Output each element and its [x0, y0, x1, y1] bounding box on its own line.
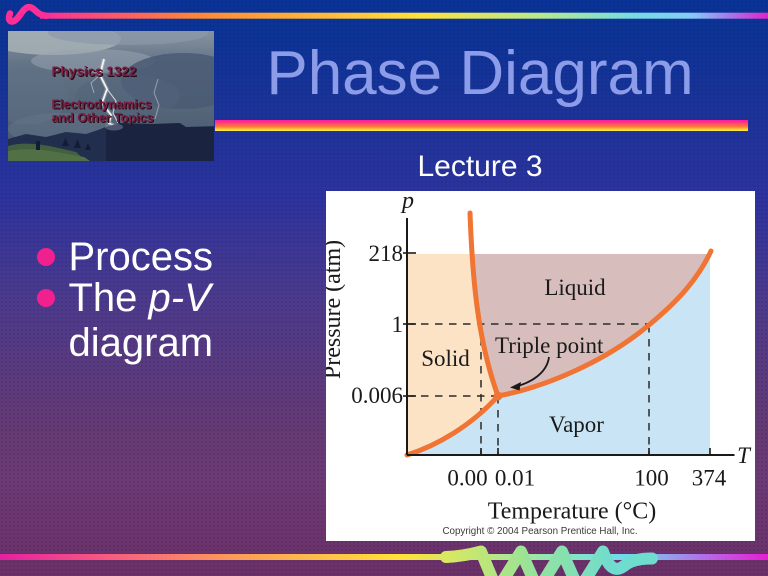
svg-text:Physics 1322: Physics 1322 — [52, 64, 137, 79]
svg-text:p: p — [400, 191, 414, 214]
svg-text:Solid: Solid — [421, 346, 470, 371]
svg-text:Copyright © 2004 Pearson Prent: Copyright © 2004 Pearson Prentice Hall, … — [442, 526, 637, 537]
svg-text:Triple point: Triple point — [495, 333, 604, 358]
svg-text:1: 1 — [392, 312, 404, 337]
svg-text:100: 100 — [634, 466, 669, 491]
svg-text:218: 218 — [369, 241, 404, 266]
svg-text:T: T — [737, 443, 752, 468]
svg-text:Pressure (atm): Pressure (atm) — [326, 240, 346, 379]
svg-text:Electrodynamics: Electrodynamics — [52, 98, 152, 112]
svg-text:Vapor: Vapor — [549, 412, 604, 437]
svg-text:Temperature (°C): Temperature (°C) — [488, 499, 657, 525]
svg-text:0.006: 0.006 — [351, 383, 403, 408]
svg-text:374: 374 — [692, 466, 727, 491]
svg-text:0.00: 0.00 — [447, 466, 487, 491]
svg-text:0.01: 0.01 — [495, 466, 535, 491]
svg-text:Liquid: Liquid — [544, 275, 606, 300]
svg-text:and Other Topics: and Other Topics — [52, 111, 154, 125]
